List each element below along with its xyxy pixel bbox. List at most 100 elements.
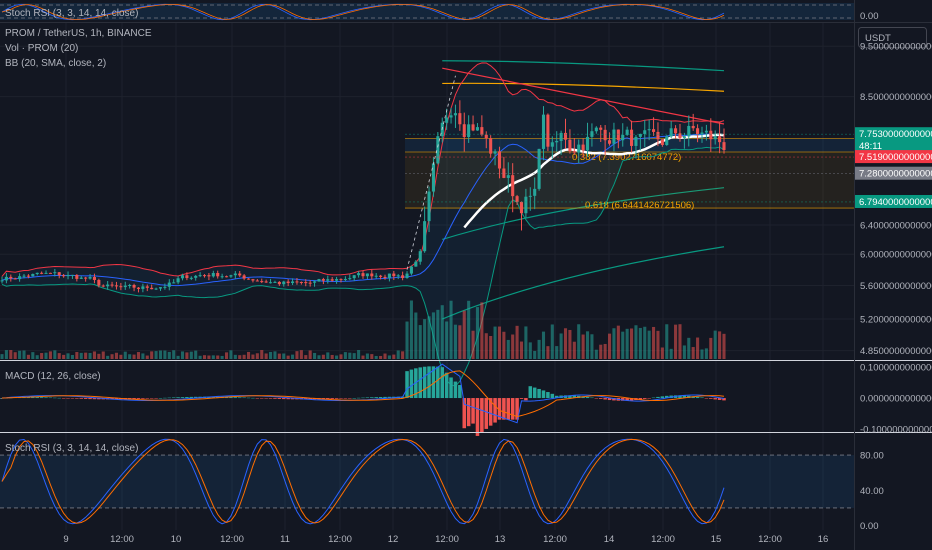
candle-body xyxy=(128,285,132,287)
candle-body xyxy=(224,276,229,278)
candle-body xyxy=(158,287,163,289)
candle-body xyxy=(35,272,39,274)
macd-histogram-bar xyxy=(431,366,436,399)
volume-bar xyxy=(572,341,576,359)
volume-bar xyxy=(577,324,581,359)
volume-bar xyxy=(119,354,123,359)
volume-bar xyxy=(704,348,708,359)
volume-bar xyxy=(220,355,224,359)
volume-bar xyxy=(57,353,61,359)
price-axis[interactable]: 9.5000000000000 8.5000000000000 6.40000000… xyxy=(855,42,932,532)
bollinger-basis xyxy=(1,133,725,287)
candle-body xyxy=(53,272,57,274)
volume-bar xyxy=(273,351,277,359)
volume-bar xyxy=(630,328,634,359)
volume-bar xyxy=(92,351,96,359)
macd-histogram-bar xyxy=(255,398,260,399)
time-axis[interactable]: 9 12:00 10 12:00 11 12:00 12 12:00 13 12:00 14 12:0… xyxy=(63,534,828,545)
price-pane[interactable]: 0.382 (7.3902716074772) 0.618 (6.64414267… xyxy=(0,60,854,387)
time-tick-label: 12:00 xyxy=(651,534,675,545)
candle-body xyxy=(480,127,484,135)
volume-bar xyxy=(722,333,726,359)
volume-legend[interactable]: Vol · PROM (20) xyxy=(5,43,78,54)
macd-histogram-bar xyxy=(418,367,422,399)
candle-body xyxy=(669,128,673,137)
volume-bar xyxy=(370,354,374,359)
candle-body xyxy=(4,276,8,281)
candle-body xyxy=(269,282,273,284)
macd-histogram-bar xyxy=(334,398,339,399)
macd-histogram-bar xyxy=(480,398,484,433)
macd-histogram-bar xyxy=(484,398,489,429)
candle-body xyxy=(101,285,105,287)
macd-histogram-bar xyxy=(700,397,704,399)
candle-body xyxy=(106,284,110,287)
candle-body xyxy=(299,281,303,283)
macd-histogram-bar xyxy=(163,397,167,399)
stoch-legend[interactable]: Stoch RSI (3, 3, 14, 14, close) xyxy=(5,443,138,454)
top-axis-value: 0.00 xyxy=(860,11,879,22)
volume-bar xyxy=(528,342,532,359)
stoch-rsi-pane[interactable] xyxy=(0,438,854,525)
volume-bar xyxy=(718,331,722,359)
macd-histogram-bar xyxy=(704,398,709,399)
macd-histogram-bar xyxy=(339,398,343,399)
stoch-tick-label: 40.00 xyxy=(860,486,884,497)
candle-body xyxy=(44,272,48,274)
macd-histogram-bar xyxy=(422,366,427,399)
candle-body xyxy=(216,273,220,277)
candle-body xyxy=(361,273,365,277)
macd-histogram-bar xyxy=(537,388,541,399)
stoch-band-fill xyxy=(0,455,854,508)
candle-body xyxy=(207,275,211,277)
macd-histogram-bar xyxy=(651,397,656,399)
macd-histogram-bar xyxy=(528,386,533,399)
macd-histogram-bar xyxy=(356,397,361,399)
volume-bar xyxy=(392,354,396,359)
currency-label: USDT xyxy=(865,33,891,44)
candle-body xyxy=(550,142,554,147)
volume-bar xyxy=(352,353,356,359)
macd-histogram-bar xyxy=(709,398,713,399)
volume-bar xyxy=(550,324,554,359)
volume-bar xyxy=(330,354,334,359)
price-tick-label: 8.5000000000000 xyxy=(860,92,932,103)
candle-body xyxy=(379,275,383,277)
candle-body xyxy=(392,273,396,277)
candle-body xyxy=(295,281,299,283)
macd-histogram-bar xyxy=(26,397,31,399)
macd-histogram-bar xyxy=(35,397,39,399)
volume-bar xyxy=(9,350,13,359)
bollinger-legend[interactable]: BB (20, SMA, close, 2) xyxy=(5,58,106,69)
volume-bar xyxy=(418,325,422,359)
volume-bar xyxy=(321,354,325,359)
volume-bar xyxy=(313,352,317,359)
macd-histogram-bar xyxy=(251,397,255,399)
macd-histogram-bar xyxy=(114,398,119,400)
volume-bar xyxy=(533,350,537,359)
price-tick-label: 5.2000000000000 xyxy=(860,315,932,326)
macd-histogram-bar xyxy=(695,396,700,399)
volume-bar xyxy=(317,355,321,359)
channel-mid-green xyxy=(442,187,725,240)
currency-button[interactable] xyxy=(858,27,927,48)
candle-body xyxy=(194,275,198,278)
macd-pane[interactable] xyxy=(0,363,726,436)
volume-bar xyxy=(0,354,4,359)
candle-body xyxy=(467,124,471,138)
candle-body xyxy=(528,195,532,197)
candle-body xyxy=(229,275,233,277)
candle-body xyxy=(260,281,264,283)
macd-histogram-bar xyxy=(515,398,519,420)
volume-bar xyxy=(167,351,171,359)
candle-body xyxy=(282,281,286,285)
stoch-tick-label: 0.00 xyxy=(860,521,879,532)
macd-histogram-bar xyxy=(629,398,634,401)
macd-histogram-bar xyxy=(233,397,238,399)
volume-bar xyxy=(682,345,686,359)
volume-bar xyxy=(251,354,255,359)
macd-legend[interactable]: MACD (12, 26, close) xyxy=(5,371,101,382)
symbol-legend[interactable]: PROM / TetherUS, 1h, BINANCE xyxy=(5,28,152,39)
